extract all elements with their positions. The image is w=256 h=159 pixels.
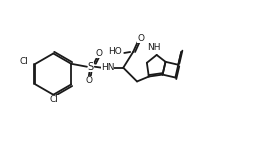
Text: O: O [137,34,144,43]
Text: Cl: Cl [50,95,59,104]
Text: HO: HO [109,46,122,55]
Text: S: S [88,62,94,72]
Text: NH: NH [147,43,161,52]
Text: Cl: Cl [20,57,29,66]
Text: HN: HN [101,63,114,72]
Text: O: O [86,76,92,85]
Text: O: O [95,49,102,59]
